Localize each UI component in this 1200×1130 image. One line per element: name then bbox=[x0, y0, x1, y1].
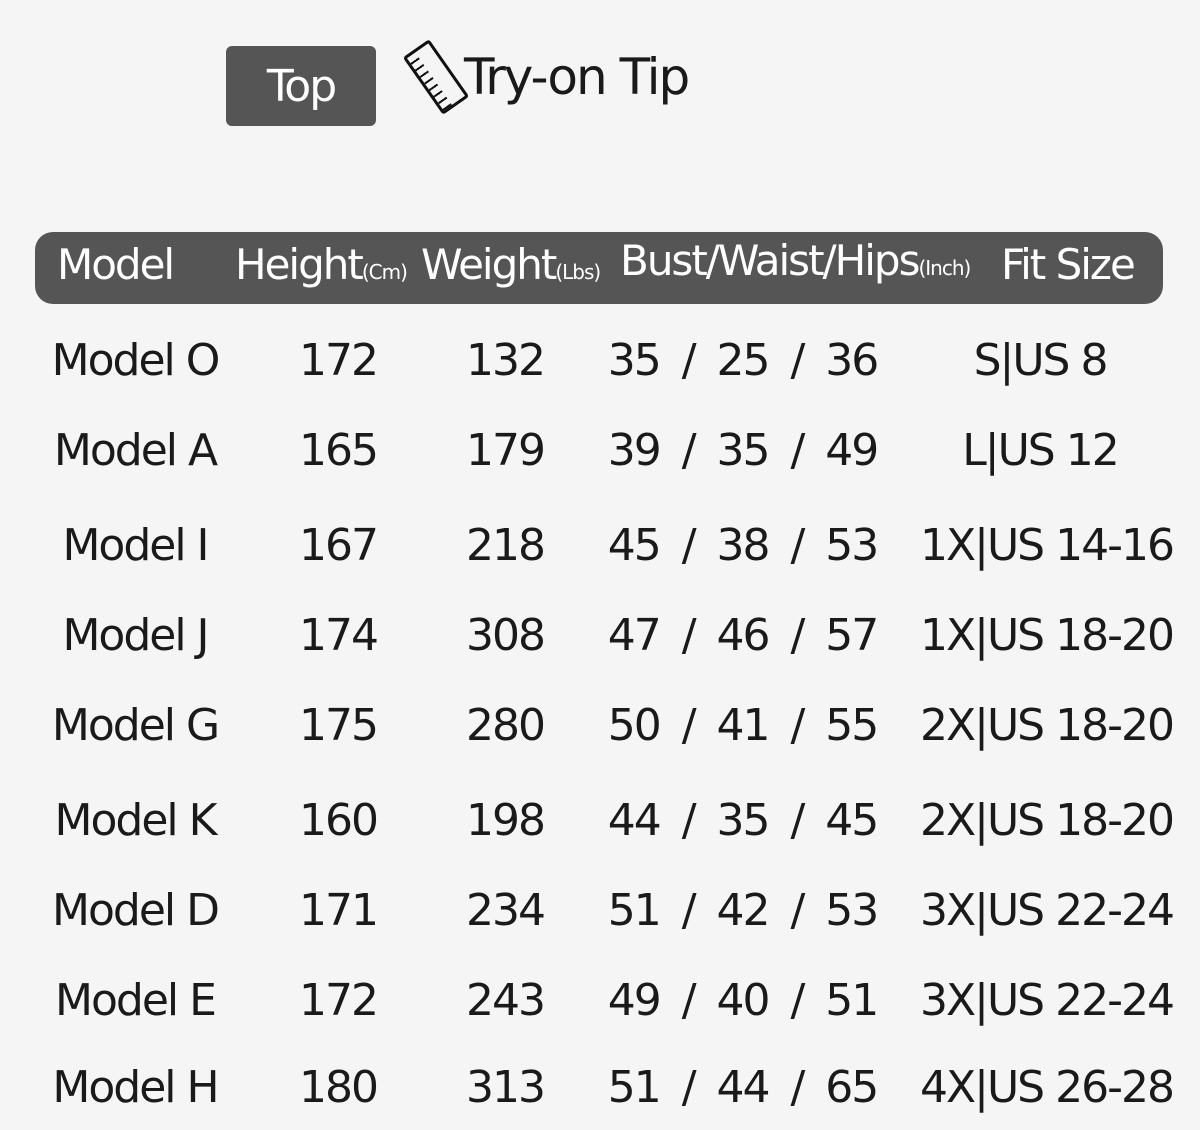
height-value: 175 bbox=[299, 700, 379, 751]
height-value: 180 bbox=[299, 1062, 379, 1113]
table-header: Model Height(Cm) Weight(Lbs) Bust/Waist/… bbox=[35, 232, 1163, 304]
model-name: Model I bbox=[62, 520, 209, 571]
measurements-value: 47 / 46 / 57 bbox=[607, 610, 880, 661]
measurements-value: 49 / 40 / 51 bbox=[607, 975, 880, 1026]
model-name: Model G bbox=[51, 700, 220, 751]
model-name: Model E bbox=[55, 975, 217, 1026]
height-value: 172 bbox=[299, 335, 379, 386]
table-row: Model O 172 132 35 / 25 / 36 S|US 8 bbox=[0, 335, 1200, 395]
fit-size-value: 1X|US 14-16 bbox=[920, 520, 1175, 571]
height-value: 165 bbox=[299, 425, 379, 476]
table-row: Model G 175 280 50 / 41 / 55 2X|US 18-20 bbox=[0, 700, 1200, 760]
fit-size-value: 2X|US 18-20 bbox=[920, 795, 1175, 846]
weight-value: 218 bbox=[466, 520, 546, 571]
model-name: Model H bbox=[52, 1062, 219, 1113]
table-row: Model J 174 308 47 / 46 / 57 1X|US 18-20 bbox=[0, 610, 1200, 670]
fit-size-value: S|US 8 bbox=[973, 335, 1109, 386]
height-value: 174 bbox=[299, 610, 379, 661]
table-row: Model E 172 243 49 / 40 / 51 3X|US 22-24 bbox=[0, 975, 1200, 1035]
header-fit-size: Fit Size bbox=[1001, 240, 1136, 289]
weight-value: 198 bbox=[466, 795, 546, 846]
weight-value: 280 bbox=[466, 700, 546, 751]
ruler-icon bbox=[402, 39, 470, 115]
table-row: Model K 160 198 44 / 35 / 45 2X|US 18-20 bbox=[0, 795, 1200, 855]
measurements-value: 50 / 41 / 55 bbox=[607, 700, 880, 751]
table-row: Model I 167 218 45 / 38 / 53 1X|US 14-16 bbox=[0, 520, 1200, 580]
model-name: Model D bbox=[52, 885, 220, 936]
header-weight: Weight(Lbs) bbox=[421, 240, 601, 289]
weight-value: 179 bbox=[466, 425, 546, 476]
height-value: 160 bbox=[299, 795, 379, 846]
height-value: 172 bbox=[299, 975, 379, 1026]
fit-size-value: 4X|US 26-28 bbox=[920, 1062, 1175, 1113]
measurements-value: 51 / 42 / 53 bbox=[607, 885, 880, 936]
measurements-value: 45 / 38 / 53 bbox=[607, 520, 880, 571]
table-row: Model A 165 179 39 / 35 / 49 L|US 12 bbox=[0, 425, 1200, 485]
weight-value: 243 bbox=[466, 975, 546, 1026]
model-name: Model J bbox=[62, 610, 209, 661]
weight-value: 308 bbox=[466, 610, 546, 661]
model-name: Model A bbox=[53, 425, 218, 476]
weight-value: 132 bbox=[466, 335, 546, 386]
fit-size-value: 2X|US 18-20 bbox=[920, 700, 1175, 751]
top-category-badge: Top bbox=[226, 46, 376, 126]
weight-value: 234 bbox=[466, 885, 546, 936]
table-row: Model D 171 234 51 / 42 / 53 3X|US 22-24 bbox=[0, 885, 1200, 945]
height-value: 171 bbox=[299, 885, 379, 936]
fit-size-value: 1X|US 18-20 bbox=[920, 610, 1175, 661]
fit-size-value: L|US 12 bbox=[962, 425, 1119, 476]
height-value: 167 bbox=[299, 520, 379, 571]
try-on-tip: Try-on Tip bbox=[402, 39, 690, 115]
header-measurements: Bust/Waist/Hips(Inch) bbox=[620, 236, 971, 285]
model-name: Model O bbox=[51, 335, 221, 386]
fit-size-value: 3X|US 22-24 bbox=[920, 885, 1175, 936]
header-height: Height(Cm) bbox=[235, 240, 408, 289]
table-row: Model H 180 313 51 / 44 / 65 4X|US 26-28 bbox=[0, 1062, 1200, 1122]
model-name: Model K bbox=[54, 795, 218, 846]
fit-size-value: 3X|US 22-24 bbox=[920, 975, 1175, 1026]
header-model: Model bbox=[57, 240, 175, 289]
weight-value: 313 bbox=[466, 1062, 546, 1113]
measurements-value: 51 / 44 / 65 bbox=[607, 1062, 880, 1113]
measurements-value: 35 / 25 / 36 bbox=[607, 335, 880, 386]
measurements-value: 39 / 35 / 49 bbox=[607, 425, 880, 476]
try-on-tip-label: Try-on Tip bbox=[464, 48, 690, 106]
measurements-value: 44 / 35 / 45 bbox=[607, 795, 880, 846]
